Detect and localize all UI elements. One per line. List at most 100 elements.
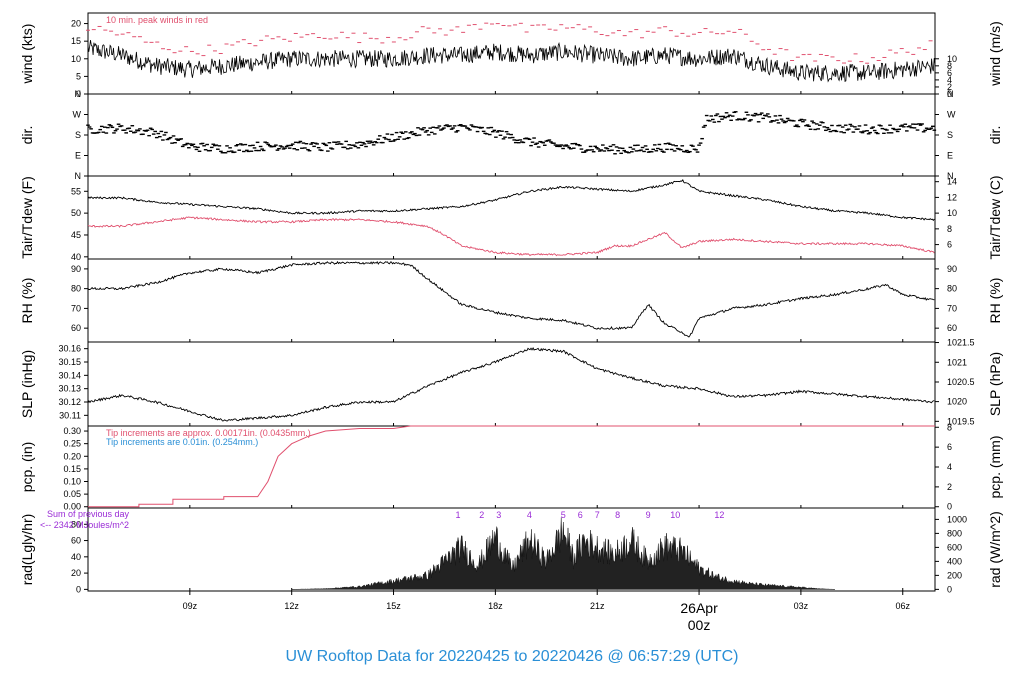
- panel-rad: [84, 507, 939, 592]
- left-tick-label: 80: [71, 284, 81, 294]
- left-tick-label: 60: [71, 323, 81, 333]
- left-tick-label: E: [75, 151, 81, 161]
- right-tick-label: 10: [947, 54, 957, 64]
- x-axis-tick-label: 15z: [386, 601, 401, 611]
- left-tick-label: 30.16: [58, 344, 81, 354]
- rh-rh-line: [87, 260, 935, 338]
- pcp-accum-line: [88, 425, 935, 508]
- right-tick-label: 0: [947, 502, 952, 512]
- left-tick-label: 50: [71, 208, 81, 218]
- x-axis-tick-label: 18z: [488, 601, 503, 611]
- right-tick-label: 90: [947, 264, 957, 274]
- rad-annotation-sum: Sum of previous day: [47, 509, 130, 519]
- x-axis-tick-label: 09z: [183, 601, 198, 611]
- right-tick-label: 14: [947, 177, 957, 187]
- left-tick-label: 45: [71, 230, 81, 240]
- panel-slp: [84, 341, 939, 427]
- right-tick-label: N: [947, 89, 954, 99]
- y-axis-label-left: Tair/Tdew (F): [19, 176, 35, 258]
- hour-marker: 3: [496, 510, 501, 520]
- panel-frame: [87, 12, 936, 95]
- left-tick-label: 0.25: [63, 439, 81, 449]
- right-tick-label: 1000: [947, 514, 967, 524]
- left-tick-label: 0.15: [63, 464, 81, 474]
- left-tick-label: 0.05: [63, 489, 81, 499]
- right-tick-label: 1020: [947, 397, 967, 407]
- left-tick-label: 40: [71, 252, 81, 262]
- x-axis-tick-label: 12z: [284, 601, 299, 611]
- temp-Tdew-line: [87, 216, 935, 257]
- right-tick-label: N: [947, 171, 954, 181]
- hour-marker: 10: [670, 510, 680, 520]
- y-axis-label-right: Tair/Tdew (C): [987, 175, 1003, 259]
- right-tick-label: 8: [947, 61, 952, 71]
- left-tick-label: N: [75, 89, 82, 99]
- wind-annotation: 10 min. peak winds in red: [106, 15, 208, 25]
- right-tick-label: 12: [947, 192, 957, 202]
- left-tick-label: 20: [71, 568, 81, 578]
- left-tick-label: 40: [71, 552, 81, 562]
- right-tick-label: 1021: [947, 357, 967, 367]
- hour-marker: 4: [527, 510, 532, 520]
- right-tick-label: 600: [947, 542, 962, 552]
- right-tick-label: 1019.5: [947, 416, 975, 426]
- panel-dir: [84, 93, 939, 177]
- left-tick-label: 90: [71, 264, 81, 274]
- right-tick-label: 800: [947, 528, 962, 538]
- right-tick-label: 1020.5: [947, 377, 975, 387]
- right-tick-label: 200: [947, 570, 962, 580]
- y-axis-label-right: wind (m/s): [987, 21, 1003, 87]
- y-axis-label-left: pcp. (in): [19, 442, 35, 493]
- left-tick-label: 0: [76, 89, 81, 99]
- x-axis-tick-label: 06z: [895, 601, 910, 611]
- right-tick-label: E: [947, 151, 953, 161]
- x-axis-tick-label: 00z: [688, 617, 711, 633]
- hour-marker: 8: [615, 510, 620, 520]
- hour-marker: 12: [714, 510, 724, 520]
- left-tick-label: 30.15: [58, 357, 81, 367]
- right-tick-label: 80: [947, 284, 957, 294]
- temp-Tair-line: [87, 179, 935, 222]
- right-tick-label: 10: [947, 208, 957, 218]
- x-axis-tick-label: 03z: [794, 601, 809, 611]
- left-tick-label: 70: [71, 303, 81, 313]
- page-title: UW Rooftop Data for 20220425 to 20220426…: [285, 648, 739, 665]
- hour-marker: 7: [595, 510, 600, 520]
- hour-marker: 6: [578, 510, 583, 520]
- right-tick-label: 70: [947, 303, 957, 313]
- left-tick-label: 0.30: [63, 426, 81, 436]
- left-tick-label: 20: [71, 19, 81, 29]
- y-axis-label-right: pcp. (mm): [987, 436, 1003, 499]
- panel-temp: [84, 175, 939, 260]
- slp-slp-line: [87, 347, 935, 422]
- left-tick-label: 30.13: [58, 384, 81, 394]
- right-tick-label: 0: [947, 584, 952, 594]
- y-axis-label-left: rad(Lgly/hr): [19, 514, 35, 586]
- right-tick-label: 4: [947, 75, 952, 85]
- y-axis-label-right: rad (W/m^2): [987, 511, 1003, 588]
- panel-rh: [84, 258, 939, 343]
- right-tick-label: W: [947, 110, 956, 120]
- right-tick-label: 8: [947, 224, 952, 234]
- right-tick-label: 400: [947, 556, 962, 566]
- left-tick-label: 0.00: [63, 502, 81, 512]
- rad-annotation-value: <-- 2342 MJoules/m^2: [40, 520, 129, 530]
- hour-marker: 9: [646, 510, 651, 520]
- pcp-annotation-tip: Tip increments are 0.01in. (0.254mm.): [106, 437, 258, 447]
- left-tick-label: 30.11: [59, 410, 81, 420]
- y-axis-label-left: SLP (inHg): [19, 350, 35, 418]
- left-tick-label: 30.14: [58, 370, 81, 380]
- y-axis-label-right: dir.: [987, 126, 1003, 145]
- pcp-annotation-approx: Tip increments are approx. 0.00171in. (0…: [106, 428, 311, 438]
- left-tick-label: N: [75, 171, 82, 181]
- left-tick-label: 60: [71, 536, 81, 546]
- y-axis-label-left: dir.: [19, 126, 35, 145]
- hour-marker: 1: [456, 510, 461, 520]
- y-axis-label-left: RH (%): [19, 278, 35, 324]
- panel-wind: [84, 12, 939, 95]
- left-tick-label: 0: [76, 584, 81, 594]
- left-tick-label: 55: [71, 186, 81, 196]
- x-axis-tick-label: 21z: [590, 601, 605, 611]
- panel-frame: [87, 258, 936, 343]
